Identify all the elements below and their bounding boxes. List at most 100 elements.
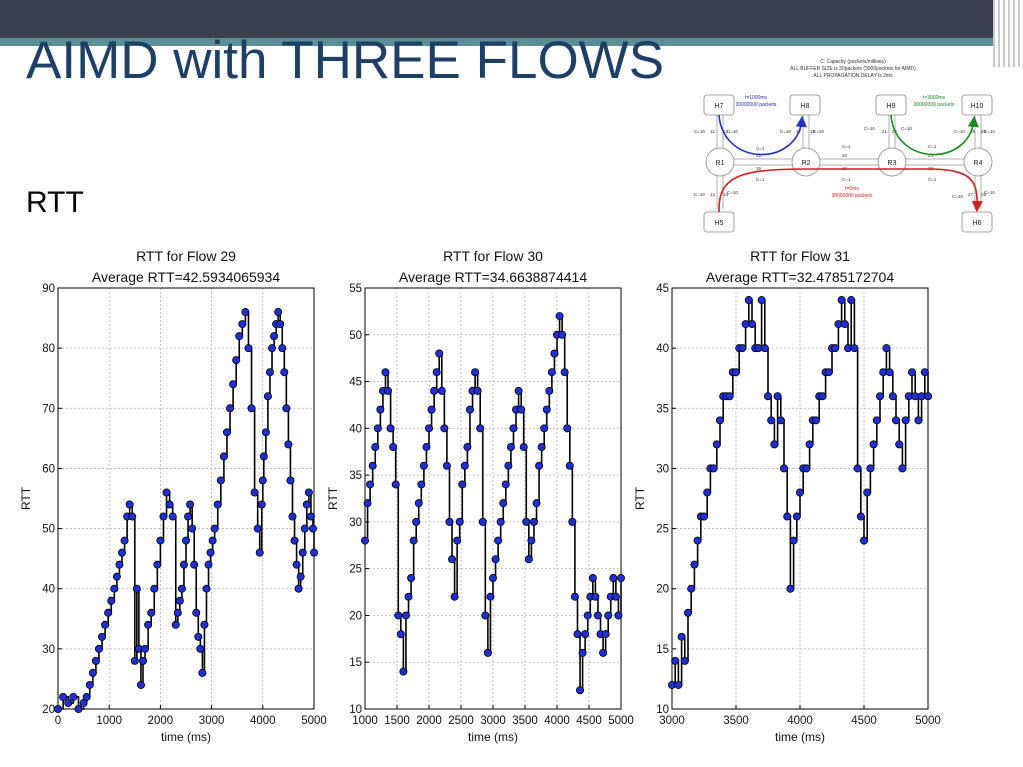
- node-r4: R4: [974, 160, 983, 167]
- data-point: [361, 536, 370, 545]
- data-point: [204, 560, 213, 569]
- data-point: [540, 424, 549, 433]
- x-tick-label: 3500: [723, 715, 749, 727]
- data-point: [863, 488, 872, 497]
- y-tick-label: 30: [349, 517, 362, 529]
- data-point: [98, 632, 107, 641]
- data-point: [440, 424, 449, 433]
- y-axis-label: RTT: [19, 486, 33, 510]
- data-point: [535, 461, 544, 470]
- data-point: [302, 500, 311, 509]
- data-point: [478, 517, 487, 526]
- data-point: [687, 584, 696, 593]
- data-point: [738, 344, 747, 353]
- data-point: [891, 416, 900, 425]
- data-point: [476, 424, 485, 433]
- data-point: [527, 536, 536, 545]
- data-point: [616, 574, 625, 583]
- data-point: [412, 517, 421, 526]
- data-point: [304, 488, 313, 497]
- data-point: [545, 386, 554, 395]
- legend-line-3: ALL PROPAGATION DELAY is 2ms: [813, 73, 893, 79]
- data-point: [519, 443, 528, 452]
- link-number: 15: [756, 166, 762, 171]
- data-point: [196, 644, 205, 653]
- y-tick-label: 50: [349, 330, 362, 342]
- data-point: [837, 296, 846, 305]
- y-tick-label: 20: [42, 704, 55, 716]
- data-point: [481, 611, 490, 620]
- data-point: [716, 416, 725, 425]
- y-tick-label: 60: [42, 463, 55, 475]
- data-point: [206, 548, 215, 557]
- x-axis-label: time (ms): [468, 730, 518, 744]
- data-point: [229, 380, 238, 389]
- data-point: [186, 500, 195, 509]
- y-tick-label: 70: [42, 403, 55, 415]
- data-point: [162, 488, 171, 497]
- data-point: [483, 648, 492, 657]
- data-point: [795, 488, 804, 497]
- y-tick-label: 45: [349, 377, 362, 389]
- data-point: [473, 386, 482, 395]
- x-tick-label: 4000: [544, 715, 570, 727]
- data-point: [376, 405, 385, 414]
- data-point: [422, 443, 431, 452]
- capacity-label: C=10: [952, 194, 963, 199]
- link-number: 20: [842, 153, 848, 158]
- data-point: [709, 464, 718, 473]
- x-tick-label: 2500: [448, 715, 474, 727]
- link-number: 12: [723, 129, 729, 134]
- node-h5: H5: [715, 220, 724, 227]
- x-tick-label: 3000: [659, 715, 685, 727]
- data-point: [703, 488, 712, 497]
- data-point: [213, 500, 222, 509]
- data-point: [192, 608, 201, 617]
- chart-title: RTT for Flow 29: [136, 248, 236, 264]
- data-point: [517, 405, 526, 414]
- data-point: [555, 312, 564, 321]
- x-tick-label: 1500: [384, 715, 410, 727]
- data-point: [168, 512, 177, 521]
- data-point: [760, 344, 769, 353]
- data-point: [920, 368, 929, 377]
- capacity-label: C=10: [984, 129, 995, 134]
- capacity-label: C=1: [842, 177, 851, 182]
- y-tick-label: 35: [656, 403, 669, 415]
- data-point: [453, 536, 462, 545]
- data-point: [198, 668, 207, 677]
- capacity-label: C=10: [813, 129, 824, 134]
- data-point: [560, 368, 569, 377]
- data-point: [216, 476, 225, 485]
- capacity-label: C=10: [694, 192, 705, 197]
- data-point: [445, 517, 454, 526]
- data-point: [278, 344, 287, 353]
- data-point: [674, 680, 683, 689]
- data-point: [898, 464, 907, 473]
- data-point: [391, 480, 400, 489]
- data-point: [85, 680, 94, 689]
- data-point: [604, 611, 613, 620]
- data-point: [693, 536, 702, 545]
- data-point: [270, 332, 279, 341]
- data-point: [744, 296, 753, 305]
- y-tick-label: 40: [42, 584, 55, 596]
- data-point: [132, 584, 141, 593]
- data-point: [394, 611, 403, 620]
- data-point: [609, 574, 618, 583]
- flow-path-blue: [718, 114, 807, 156]
- data-point: [404, 592, 413, 601]
- data-point: [563, 424, 572, 433]
- data-point: [69, 692, 78, 701]
- data-point: [54, 704, 63, 713]
- link-number: 21: [882, 129, 888, 134]
- data-point: [294, 584, 303, 593]
- data-point: [671, 656, 680, 665]
- data-point: [779, 464, 788, 473]
- data-point: [74, 704, 83, 713]
- y-tick-label: 50: [42, 524, 55, 536]
- data-point: [101, 620, 110, 629]
- data-point: [488, 574, 497, 583]
- x-tick-label: 4500: [851, 715, 877, 727]
- data-point: [173, 608, 182, 617]
